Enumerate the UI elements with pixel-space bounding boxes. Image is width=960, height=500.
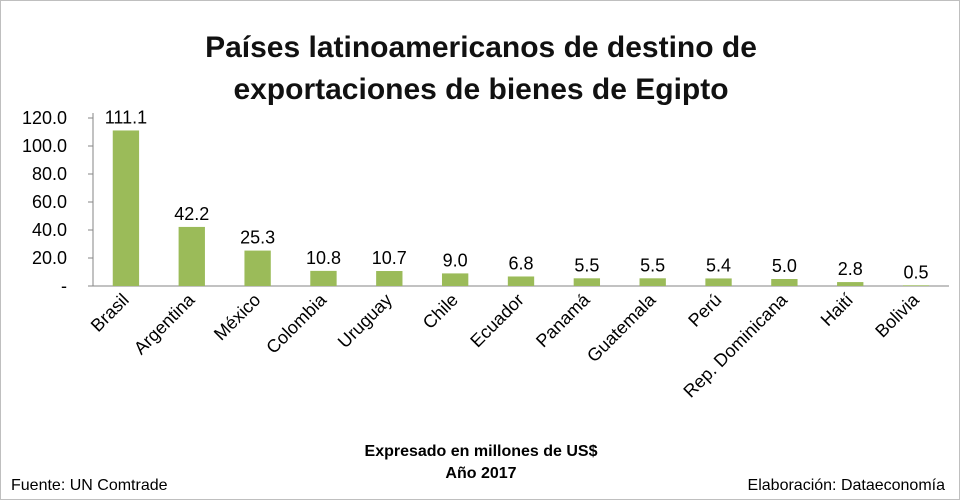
- category-label: Panamá: [532, 289, 594, 351]
- data-label: 5.5: [574, 255, 599, 275]
- data-label: 2.8: [838, 259, 863, 279]
- category-label: Colombia: [262, 289, 331, 358]
- data-label: 10.7: [372, 248, 407, 268]
- bar: [441, 273, 469, 286]
- data-labels: 111.1 42.2 25.3 10.8 10.7 9.0 6.8 5.5 5.5 5.4 5.0 2…: [105, 107, 929, 282]
- bar: [112, 130, 140, 286]
- y-tick-label: 100.0: [22, 136, 67, 156]
- category-label: Chile: [419, 290, 462, 333]
- data-label: 5.0: [772, 256, 797, 276]
- category-label: Bolivia: [871, 289, 923, 341]
- bar: [244, 250, 271, 286]
- y-tick-label: 40.0: [32, 220, 67, 240]
- data-label: 5.5: [640, 255, 665, 275]
- category-label: Argentina: [130, 289, 199, 358]
- bars: [112, 130, 930, 286]
- y-tick-label: 80.0: [32, 164, 67, 184]
- bar: [507, 276, 535, 286]
- source-note: Fuente: UN Comtrade: [11, 477, 168, 494]
- chart-title-line-1: Países latinoamericanos de destino de: [205, 31, 757, 64]
- bar: [639, 278, 666, 286]
- bar: [902, 285, 930, 286]
- bar: [376, 271, 403, 286]
- category-label: Haití: [817, 290, 857, 330]
- y-tick-label: 20.0: [32, 248, 67, 268]
- category-label: México: [210, 290, 264, 344]
- category-label: Guatemala: [583, 289, 660, 366]
- units-note: Expresado en millones de US$: [364, 443, 598, 460]
- data-label: 111.1: [105, 107, 147, 127]
- bar: [837, 282, 864, 286]
- chart-title: Países latinoamericanos de destino de ex…: [101, 27, 861, 111]
- year-note: Año 2017: [445, 465, 517, 482]
- category-label: Perú: [684, 290, 725, 331]
- y-tick-label: 60.0: [32, 192, 67, 212]
- chart-title-line-2: exportaciones de bienes de Egipto: [233, 73, 729, 106]
- y-axis-ticks: - 20.0 40.0 60.0 80.0 100.0 120.0: [22, 108, 93, 296]
- data-label: 42.2: [174, 204, 209, 224]
- category-label: Uruguay: [334, 290, 396, 352]
- bar: [771, 279, 798, 286]
- data-label: 0.5: [904, 262, 929, 282]
- y-tick-label: -: [61, 276, 67, 296]
- category-label: Brasil: [87, 290, 133, 336]
- data-label: 25.3: [240, 228, 275, 248]
- y-tick-label: 120.0: [22, 108, 67, 128]
- data-label: 5.4: [706, 255, 731, 275]
- bar: [573, 278, 601, 286]
- data-label: 6.8: [508, 253, 533, 273]
- data-label: 9.0: [443, 250, 468, 270]
- bar: [705, 278, 732, 286]
- bar: [310, 270, 337, 286]
- data-label: 10.8: [306, 248, 341, 268]
- category-label: Ecuador: [466, 290, 528, 352]
- bar: [178, 226, 205, 286]
- credit-note: Elaboración: Dataeconomía: [747, 477, 945, 494]
